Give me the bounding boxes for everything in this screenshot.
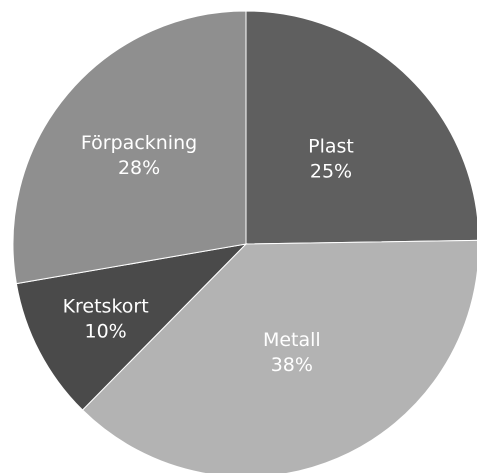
pie-slice-kretskort — [15, 243, 248, 411]
slice-percent-label: 38% — [271, 354, 313, 376]
slice-name-label: Kretskort — [63, 295, 149, 317]
slice-name-label: Metall — [263, 329, 321, 351]
pie-slice-metall — [81, 239, 477, 473]
pie-labels: Plast 25% Metall 38% Kretskort 10% Förpackning… — [63, 132, 354, 376]
slice-name-label: Plast — [308, 136, 354, 158]
slice-percent-label: 28% — [118, 157, 160, 179]
slice-name-label: Förpackning — [81, 132, 197, 154]
pie-slice-plast — [245, 10, 477, 245]
pie-slices — [12, 10, 477, 473]
pie-slice-f-rpackning — [12, 10, 247, 285]
slice-percent-label: 25% — [310, 161, 352, 183]
slice-percent-label: 10% — [85, 320, 127, 342]
